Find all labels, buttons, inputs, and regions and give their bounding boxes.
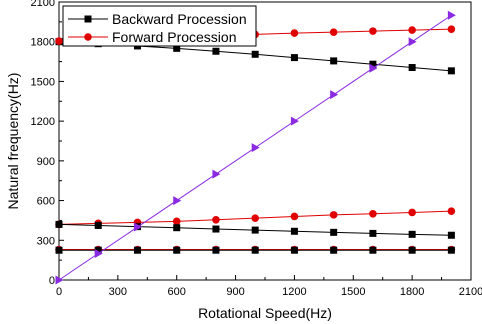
- y-tick-label: 0: [49, 275, 55, 287]
- legend-label: Forward Procession: [112, 29, 237, 45]
- data-point: [173, 246, 181, 254]
- data-point: [55, 37, 63, 45]
- data-point: [408, 208, 416, 217]
- data-point: [212, 169, 221, 179]
- data-point: [447, 246, 455, 254]
- series-3: [55, 207, 456, 229]
- data-point: [330, 57, 338, 65]
- data-point: [94, 221, 102, 229]
- data-point: [369, 63, 378, 73]
- x-tick-label: 600: [168, 286, 186, 298]
- data-point: [447, 10, 456, 20]
- data-point: [212, 225, 220, 233]
- data-point: [251, 214, 259, 222]
- legend-marker: [84, 15, 92, 23]
- data-point: [173, 196, 182, 206]
- data-point: [408, 246, 416, 254]
- x-tick-label: 900: [226, 286, 244, 298]
- legend-label: Backward Procession: [112, 11, 247, 27]
- data-point: [447, 231, 455, 239]
- data-point: [408, 230, 416, 238]
- y-axis-title: Natural frequency(Hz): [5, 73, 21, 210]
- y-tick-label: 600: [37, 196, 55, 208]
- data-point: [133, 246, 141, 254]
- data-point: [173, 224, 181, 232]
- data-point: [290, 29, 299, 37]
- y-tick-label: 1500: [31, 76, 55, 88]
- data-point: [251, 50, 259, 58]
- data-point: [408, 37, 417, 47]
- series-4: [55, 220, 455, 239]
- data-point: [94, 249, 103, 259]
- data-point: [330, 90, 339, 100]
- x-tick-label: 1500: [341, 286, 365, 298]
- x-tick-label: 300: [109, 286, 127, 298]
- data-point: [290, 116, 299, 126]
- data-point: [212, 47, 220, 55]
- x-tick-label: 1200: [282, 286, 306, 298]
- data-point: [290, 246, 298, 254]
- legend-box: [62, 5, 257, 47]
- data-point: [447, 67, 455, 75]
- x-axis-title: Rotational Speed(Hz): [198, 305, 332, 321]
- ticks-layer: 0 300 600 900 1200 1500 1800 2100 0 300 600 900 1200…: [31, 0, 482, 298]
- data-point: [408, 64, 416, 72]
- data-point: [212, 215, 220, 224]
- y-tick-label: 2100: [31, 0, 55, 9]
- x-tick-label: 2100: [459, 286, 482, 298]
- data-point: [447, 207, 456, 215]
- data-point: [173, 44, 181, 52]
- series-7: [55, 10, 456, 285]
- x-tick-label: 1800: [400, 286, 424, 298]
- data-point: [329, 211, 338, 219]
- data-point: [55, 220, 63, 228]
- data-point: [55, 246, 63, 254]
- data-point: [369, 210, 377, 218]
- data-point: [369, 27, 377, 35]
- data-point: [290, 54, 298, 62]
- data-point: [330, 228, 338, 236]
- data-point: [329, 28, 338, 36]
- series-6: [55, 246, 455, 254]
- y-tick-label: 900: [37, 156, 55, 168]
- data-point: [251, 246, 259, 254]
- data-point: [447, 25, 456, 33]
- data-point: [369, 229, 377, 237]
- series-layer: [55, 10, 456, 285]
- data-point: [251, 143, 260, 153]
- data-point: [172, 217, 181, 226]
- data-point: [408, 26, 416, 34]
- data-point: [133, 222, 142, 232]
- x-tick-label: 0: [56, 286, 62, 298]
- y-tick-label: 300: [37, 235, 55, 247]
- data-point: [251, 226, 259, 234]
- data-point: [290, 212, 299, 221]
- data-point: [369, 60, 377, 68]
- y-tick-label: 1200: [31, 116, 55, 128]
- data-point: [290, 227, 298, 235]
- y-tick-label: 1800: [31, 37, 55, 49]
- data-point: [330, 246, 338, 254]
- data-point: [369, 246, 377, 254]
- data-point: [212, 246, 220, 254]
- data-point: [94, 246, 102, 254]
- legend-marker: [84, 33, 92, 41]
- data-point: [55, 275, 64, 285]
- legend: Backward Procession Forward Procession: [62, 5, 257, 47]
